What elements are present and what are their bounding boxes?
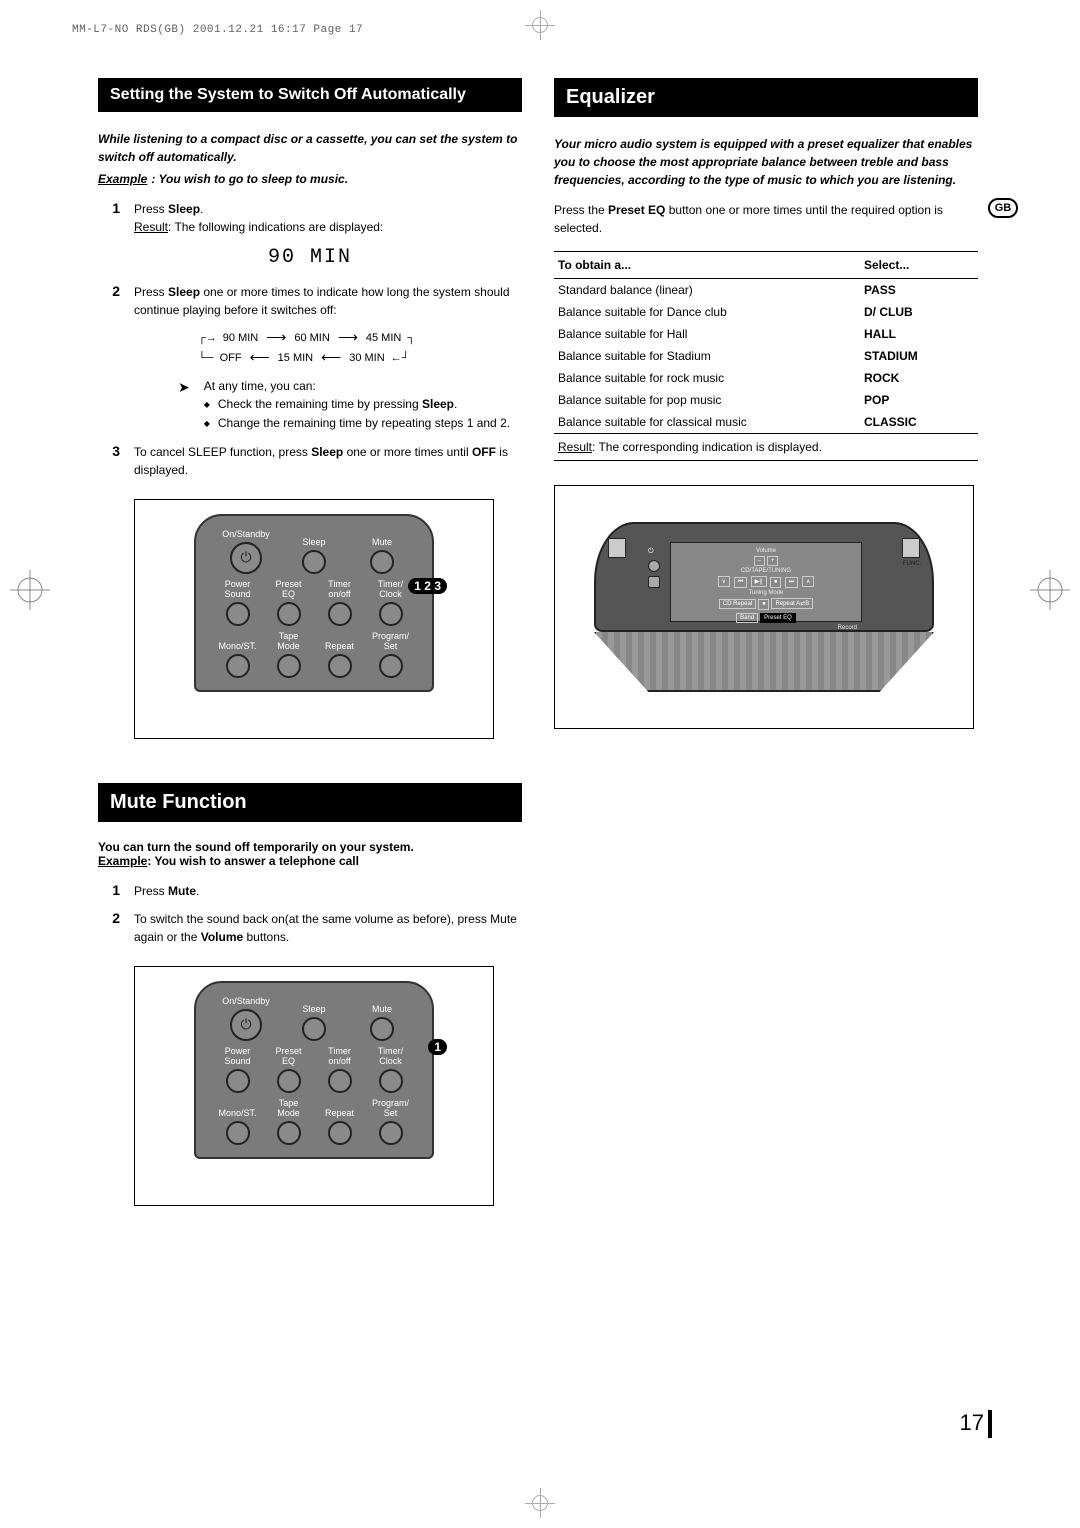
sleep-button-icon <box>302 550 326 574</box>
mute-button-icon <box>370 550 394 574</box>
callout-badge-1: 1 <box>428 1039 447 1055</box>
eject-icon <box>648 560 660 572</box>
eq-row: Balance suitable for Dance clubD/ CLUB <box>554 301 978 323</box>
section-title-equalizer: Equalizer <box>554 78 978 117</box>
mode-icon <box>648 576 660 588</box>
eq-row: Balance suitable for HallHALL <box>554 323 978 345</box>
left-column: Setting the System to Switch Off Automat… <box>98 78 522 1206</box>
slot-right-icon: FUNC. <box>902 538 920 558</box>
callout-badge-123: 1 2 3 <box>408 578 447 594</box>
example-label: Example <box>98 172 147 186</box>
slot-left-icon <box>608 538 626 558</box>
chevron-icon: ➤ <box>178 379 190 433</box>
device-diagram: FUNC. ⏻ Volume –+ CD/TAPE/TUNING ∨ <box>554 485 974 729</box>
on-standby-button-icon <box>230 1009 262 1041</box>
registration-mark-right <box>1030 570 1070 610</box>
crop-mark-top <box>525 10 555 40</box>
mute-button-icon <box>370 1017 394 1041</box>
step-num: 2 <box>98 283 134 319</box>
side-controls: ⏻ <box>648 548 660 588</box>
eq-row: Balance suitable for pop musicPOP <box>554 389 978 411</box>
registration-mark-left <box>10 570 50 610</box>
sleep-step-3: 3 To cancel SLEEP function, press Sleep … <box>98 443 522 479</box>
section-title-sleep: Setting the System to Switch Off Automat… <box>98 78 522 112</box>
page-number: 17 <box>960 1410 984 1436</box>
sleep-display: 90 MIN <box>98 246 522 269</box>
remote-diagram-mute: On/Standby Sleep Mute Power Sound Preset… <box>134 966 494 1206</box>
eq-row: Balance suitable for classical musicCLAS… <box>554 411 978 433</box>
example-text: : You wish to go to sleep to music. <box>151 172 348 186</box>
eq-result-row: Result: The corresponding indication is … <box>554 433 978 461</box>
mute-example: Example: You wish to answer a telephone … <box>98 854 522 868</box>
sleep-cycle-diagram: ┌→90 MIN60 MIN45 MIN┐ └─OFF15 MIN30 MIN←… <box>98 329 522 369</box>
eq-th-select: Select... <box>864 258 974 272</box>
preset-eq-panel-button: Preset EQ <box>760 613 796 623</box>
sleep-step-1: 1 Press Sleep. Result: The following ind… <box>98 200 522 236</box>
step-num: 1 <box>98 200 134 236</box>
device-panel: Volume –+ CD/TAPE/TUNING ∨ ⏮ ▶|| ⏹ ⏭ ∧ <box>670 542 862 622</box>
print-header: MM-L7-NO RDS(GB) 2001.12.21 16:17 Page 1… <box>72 24 363 36</box>
sleep-intro: While listening to a compact disc or a c… <box>98 130 522 166</box>
mute-intro: You can turn the sound off temporarily o… <box>98 840 522 854</box>
eq-row: Balance suitable for rock musicROCK <box>554 367 978 389</box>
eq-intro: Your micro audio system is equipped with… <box>554 135 978 189</box>
mute-step-2: 2 To switch the sound back on(at the sam… <box>98 910 522 946</box>
page-number-bar <box>988 1410 992 1438</box>
sleep-note: ➤ At any time, you can: Check the remain… <box>178 379 522 433</box>
eq-row: Standard balance (linear)PASS <box>554 279 978 301</box>
right-column: Equalizer GB Your micro audio system is … <box>554 78 978 1206</box>
crop-mark-bottom <box>525 1488 555 1518</box>
eq-row: Balance suitable for StadiumSTADIUM <box>554 345 978 367</box>
eq-instruction: Press the Preset EQ button one or more t… <box>554 201 978 237</box>
sleep-step-2: 2 Press Sleep one or more times to indic… <box>98 283 522 319</box>
gb-badge: GB <box>988 198 1018 218</box>
eq-th-obtain: To obtain a... <box>558 258 864 272</box>
device-base <box>594 632 934 692</box>
mute-step-1: 1 Press Mute. <box>98 882 522 900</box>
sleep-example: Example : You wish to go to sleep to musi… <box>98 172 522 186</box>
section-title-mute: Mute Function <box>98 783 522 822</box>
remote-diagram-sleep: On/Standby Sleep Mute Power Sound Preset… <box>134 499 494 739</box>
step-num: 3 <box>98 443 134 479</box>
eq-table: To obtain a... Select... Standard balanc… <box>554 251 978 461</box>
on-standby-button-icon <box>230 542 262 574</box>
